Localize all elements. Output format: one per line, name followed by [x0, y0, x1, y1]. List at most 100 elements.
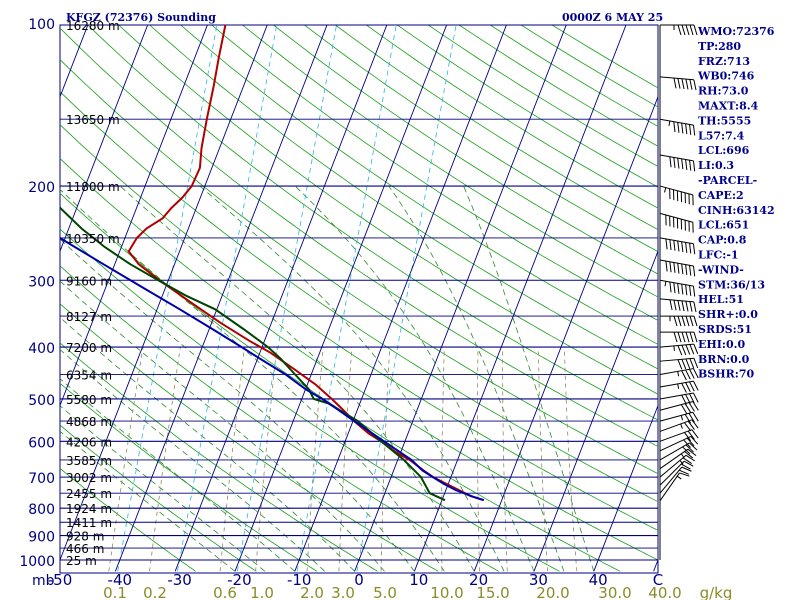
wind-barb-half-flag — [679, 460, 684, 465]
wind-barb-flag — [689, 393, 695, 404]
wind-barb-flag — [691, 429, 699, 439]
wind-barb-flag — [689, 243, 692, 254]
height-label: 1411 m — [66, 516, 112, 530]
wind-barb-flag — [689, 124, 692, 135]
wind-barb-staff — [659, 401, 693, 411]
mixing-ratio-label: 20.0 — [536, 584, 569, 600]
index-line: EHI:0.0 — [698, 338, 745, 351]
wind-barb-flag — [681, 158, 684, 170]
wind-barb-flag — [681, 241, 684, 253]
index-line: LFC:-1 — [698, 249, 739, 262]
wind-barb — [659, 411, 699, 424]
wind-barb-flag — [679, 469, 690, 475]
wind-barb — [659, 212, 694, 233]
wind-barb-flag — [677, 300, 681, 311]
ice-guide-line — [356, 25, 457, 572]
wind-barb-flag — [689, 79, 693, 90]
wind-barb-staff — [659, 419, 693, 432]
wind-barb-half-flag — [664, 187, 667, 193]
wind-barb-flag — [684, 414, 692, 424]
wind-barb-flag — [689, 369, 695, 379]
wind-barb-flag — [692, 125, 696, 136]
mixing-ratio-label: 0.6 — [213, 584, 237, 600]
mixing-ratio-label: 3.0 — [331, 584, 355, 600]
index-line: WB0:746 — [697, 70, 755, 83]
wind-barb-flag — [681, 359, 687, 370]
height-label: 4868 m — [66, 415, 112, 429]
mixing-ratio-line — [306, 347, 324, 572]
pressure-tick-label: 800 — [28, 502, 55, 518]
wind-barb-half-flag — [680, 415, 684, 421]
wind-barb-flag — [673, 121, 676, 133]
wind-barb-flag — [689, 344, 695, 355]
wind-barb-flag — [680, 463, 691, 470]
wind-barb-flag — [677, 158, 680, 169]
wind-barb — [659, 368, 699, 381]
pressure-tick-label: 500 — [28, 393, 55, 409]
mixing-ratio-line — [219, 347, 245, 572]
moist-adiabat — [60, 188, 445, 572]
moist-adiabat — [60, 238, 415, 572]
wind-barb-half-flag — [677, 383, 680, 389]
y-axis-unit-label: mb — [32, 573, 55, 589]
mixing-ratio-line — [149, 347, 181, 572]
wind-barb-flag — [673, 240, 676, 251]
mixing-ratio-line — [255, 347, 278, 572]
wind-barb-flag — [693, 301, 697, 313]
isotherm — [114, 25, 328, 572]
wind-barb-flag — [688, 413, 695, 423]
index-line: L57:7.4 — [698, 129, 745, 142]
wind-barb — [659, 237, 696, 255]
wind-barb-flag — [685, 331, 690, 343]
wind-barb-flag — [673, 331, 678, 343]
wind-barb-staff — [659, 212, 693, 223]
index-line: SHR+:0.0 — [698, 308, 758, 321]
mixing-ratio-label: g/kg — [700, 584, 733, 600]
mixing-ratio-line — [108, 347, 144, 572]
wind-barb-staff — [659, 185, 693, 196]
pressure-tick-label: 1000 — [19, 554, 55, 570]
index-line: TH:5555 — [698, 114, 751, 127]
wind-barb-flag — [693, 380, 699, 391]
wind-barb-staff — [659, 380, 694, 388]
sounding-time: 0000Z 6 MAY 25 — [562, 11, 663, 24]
ice-guide-line — [296, 25, 397, 572]
dry-adiabat — [60, 424, 257, 572]
wind-barb-staff — [659, 466, 683, 494]
wind-barb-flag — [685, 301, 689, 312]
temperature-tick-label: -20 — [227, 571, 252, 589]
wind-barb-flag — [665, 261, 668, 272]
wind-barb-flag — [665, 238, 668, 250]
height-label: 10350 m — [66, 232, 120, 246]
dry-adiabat — [60, 467, 196, 572]
wind-barb-flag — [677, 331, 682, 343]
moist-adiabat — [60, 430, 236, 572]
temperature-tick-label: 0 — [354, 571, 364, 589]
index-line: RH:73.0 — [698, 85, 749, 98]
dry-adiabat — [60, 265, 499, 572]
height-label: 11800 m — [66, 180, 120, 194]
temperature-tick-label: 20 — [469, 571, 488, 589]
wind-barb-flag — [693, 368, 699, 379]
moist-adiabat — [388, 185, 565, 572]
pressure-tick-label: 400 — [28, 341, 55, 357]
wind-barb-staff — [659, 279, 694, 287]
ice-guide-line — [177, 25, 278, 572]
height-label: 7200 m — [66, 341, 112, 355]
wind-barb — [659, 466, 692, 494]
wind-barb-flag — [686, 437, 695, 447]
wind-barb-flag — [691, 419, 699, 429]
wind-barb-flag — [692, 265, 696, 277]
wind-barb-half-flag — [680, 423, 683, 429]
wind-barb-flag — [673, 77, 677, 89]
wind-barb-staff — [659, 448, 689, 470]
wind-barb-flag — [685, 382, 691, 393]
wind-barb-flag — [677, 122, 680, 133]
parcel-trace — [60, 236, 485, 502]
wind-barb-flag — [689, 24, 694, 36]
isotherm — [593, 404, 658, 572]
isotherm — [413, 25, 627, 572]
wind-barb-half-flag — [668, 120, 671, 126]
wind-barb-flag — [693, 331, 698, 343]
station-title: KFGZ (72376) Sounding — [66, 11, 216, 24]
